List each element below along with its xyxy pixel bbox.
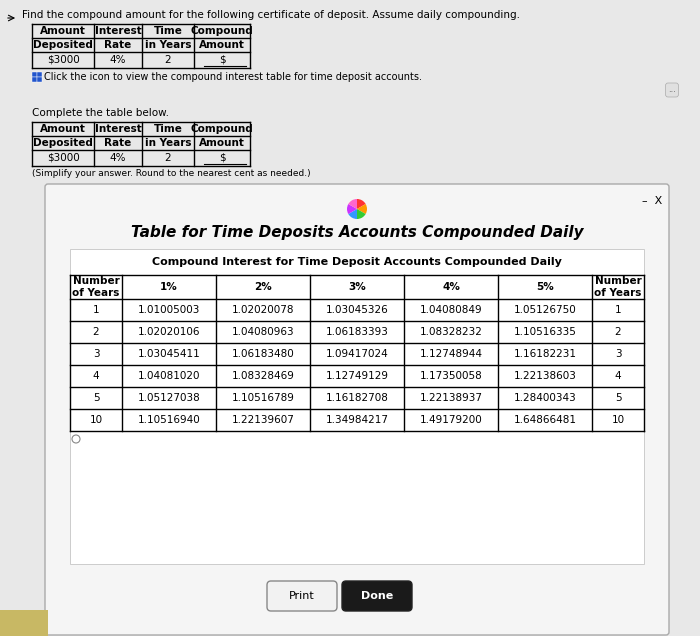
Bar <box>32 72 37 77</box>
Bar <box>32 77 37 82</box>
Text: 1.03045411: 1.03045411 <box>138 349 200 359</box>
Wedge shape <box>357 209 365 219</box>
Text: 3: 3 <box>615 349 622 359</box>
Text: 5: 5 <box>615 393 622 403</box>
Text: 4: 4 <box>92 371 99 381</box>
Text: 1.17350058: 1.17350058 <box>419 371 482 381</box>
Text: 4%: 4% <box>442 282 460 292</box>
Text: 1.10516940: 1.10516940 <box>138 415 200 425</box>
Text: Number
of Years: Number of Years <box>594 276 642 298</box>
Wedge shape <box>349 209 357 219</box>
Text: 1.06183393: 1.06183393 <box>326 327 388 337</box>
Text: 3: 3 <box>92 349 99 359</box>
Text: 1.12749129: 1.12749129 <box>326 371 388 381</box>
Text: Amount: Amount <box>40 124 86 134</box>
Text: 4: 4 <box>615 371 622 381</box>
Text: Done: Done <box>361 591 393 601</box>
Text: Deposited: Deposited <box>33 40 93 50</box>
FancyBboxPatch shape <box>267 581 337 611</box>
Text: 1.09417024: 1.09417024 <box>326 349 388 359</box>
Text: 2: 2 <box>615 327 622 337</box>
Text: 2: 2 <box>164 55 172 65</box>
Text: ...: ... <box>668 85 676 95</box>
Text: Amount: Amount <box>40 26 86 36</box>
Text: 1.03045326: 1.03045326 <box>326 305 388 315</box>
Text: $3000: $3000 <box>47 55 79 65</box>
Text: 1%: 1% <box>160 282 178 292</box>
Text: 5%: 5% <box>536 282 554 292</box>
Text: 1.16182231: 1.16182231 <box>514 349 577 359</box>
Text: 1.08328469: 1.08328469 <box>232 371 295 381</box>
Circle shape <box>72 435 80 443</box>
Wedge shape <box>347 204 357 214</box>
Text: 1.64866481: 1.64866481 <box>514 415 577 425</box>
FancyBboxPatch shape <box>45 184 669 635</box>
Text: 1.49179200: 1.49179200 <box>419 415 482 425</box>
Text: 1.22138603: 1.22138603 <box>514 371 576 381</box>
Text: 4%: 4% <box>110 55 126 65</box>
Text: 1.22139607: 1.22139607 <box>232 415 295 425</box>
Text: Time: Time <box>153 26 183 36</box>
Text: 1.02020106: 1.02020106 <box>138 327 200 337</box>
Text: 3%: 3% <box>348 282 366 292</box>
Text: Deposited: Deposited <box>33 138 93 148</box>
Text: 1.16182708: 1.16182708 <box>326 393 388 403</box>
Text: 1.04080849: 1.04080849 <box>420 305 482 315</box>
Text: 1.01005003: 1.01005003 <box>138 305 200 315</box>
Text: 1.34984217: 1.34984217 <box>326 415 388 425</box>
Text: 2%: 2% <box>254 282 272 292</box>
Text: 1.28400343: 1.28400343 <box>514 393 576 403</box>
Text: Find the compound amount for the following certificate of deposit. Assume daily : Find the compound amount for the followi… <box>22 10 520 20</box>
Text: 1.10516335: 1.10516335 <box>514 327 576 337</box>
Text: Interest: Interest <box>94 124 141 134</box>
Text: –  X: – X <box>642 196 662 206</box>
Text: 1.22138937: 1.22138937 <box>419 393 482 403</box>
Text: 2: 2 <box>164 153 172 163</box>
Text: 1.08328232: 1.08328232 <box>419 327 482 337</box>
Text: 10: 10 <box>90 415 103 425</box>
Text: Amount: Amount <box>199 138 245 148</box>
Bar <box>0 610 48 636</box>
Text: Number
of Years: Number of Years <box>72 276 120 298</box>
Text: Rate: Rate <box>104 40 132 50</box>
Text: 1: 1 <box>92 305 99 315</box>
Text: 1: 1 <box>615 305 622 315</box>
Text: Table for Time Deposits Accounts Compounded Daily: Table for Time Deposits Accounts Compoun… <box>131 225 583 240</box>
Text: 5: 5 <box>92 393 99 403</box>
FancyBboxPatch shape <box>70 249 644 564</box>
Text: Rate: Rate <box>104 138 132 148</box>
Bar <box>37 72 42 77</box>
Text: 1.02020078: 1.02020078 <box>232 305 294 315</box>
Text: Compound: Compound <box>190 26 253 36</box>
Wedge shape <box>357 204 367 214</box>
Wedge shape <box>349 199 357 209</box>
Text: 1.06183480: 1.06183480 <box>232 349 295 359</box>
Text: in Years: in Years <box>145 138 191 148</box>
Text: Click the icon to view the compound interest table for time deposit accounts.: Click the icon to view the compound inte… <box>44 72 422 82</box>
Text: Time: Time <box>153 124 183 134</box>
Bar <box>37 77 42 82</box>
Text: 2: 2 <box>92 327 99 337</box>
Text: 1.04081020: 1.04081020 <box>138 371 200 381</box>
Text: Interest: Interest <box>94 26 141 36</box>
Wedge shape <box>357 199 365 209</box>
Text: Complete the table below.: Complete the table below. <box>32 108 169 118</box>
Text: $3000: $3000 <box>47 153 79 163</box>
Text: in Years: in Years <box>145 40 191 50</box>
Text: 4%: 4% <box>110 153 126 163</box>
Text: 1.12748944: 1.12748944 <box>419 349 482 359</box>
Text: Compound Interest for Time Deposit Accounts Compounded Daily: Compound Interest for Time Deposit Accou… <box>152 257 562 267</box>
Text: 1.05127038: 1.05127038 <box>138 393 200 403</box>
Text: 1.10516789: 1.10516789 <box>232 393 295 403</box>
Text: 10: 10 <box>611 415 624 425</box>
Text: Amount: Amount <box>199 40 245 50</box>
Text: Compound: Compound <box>190 124 253 134</box>
Text: 1.05126750: 1.05126750 <box>514 305 576 315</box>
FancyBboxPatch shape <box>342 581 412 611</box>
Text: (Simplify your answer. Round to the nearest cent as needed.): (Simplify your answer. Round to the near… <box>32 169 311 178</box>
Text: $: $ <box>218 55 225 65</box>
Text: Print: Print <box>289 591 315 601</box>
Text: 1.04080963: 1.04080963 <box>232 327 294 337</box>
Text: $: $ <box>218 153 225 163</box>
